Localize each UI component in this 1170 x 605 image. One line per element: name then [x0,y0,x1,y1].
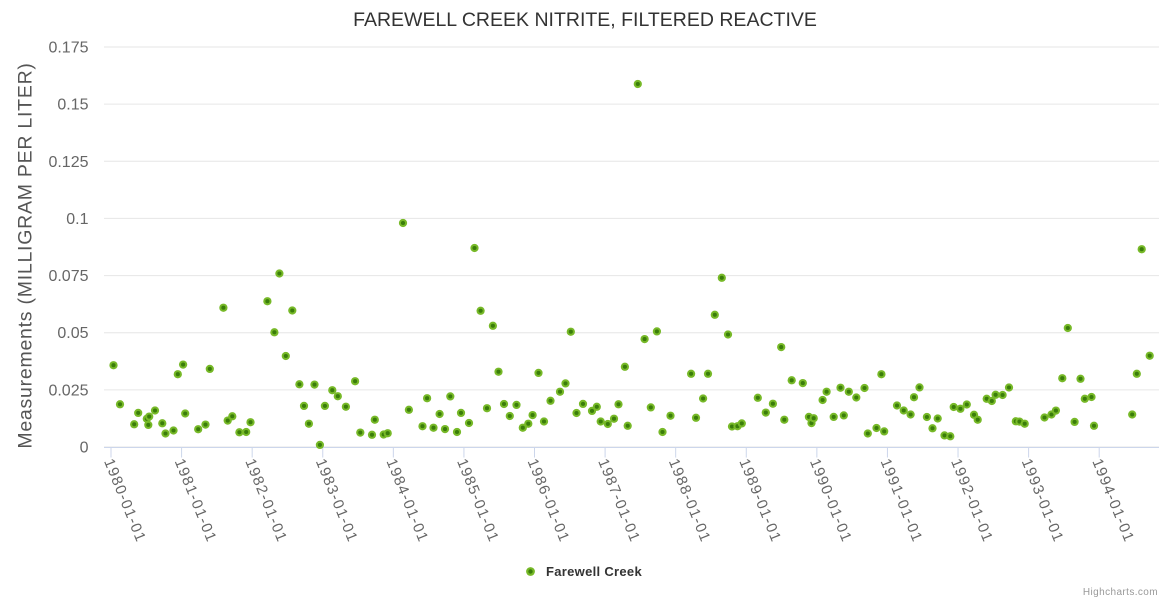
svg-text:0.025: 0.025 [48,382,88,399]
svg-text:Highcharts.com: Highcharts.com [1083,587,1158,598]
svg-text:0.05: 0.05 [57,325,88,342]
svg-text:0: 0 [80,440,89,457]
svg-text:0.1: 0.1 [66,211,88,228]
svg-text:Farewell Creek: Farewell Creek [546,564,642,579]
svg-text:0.125: 0.125 [48,154,88,171]
svg-text:Measurements (MILLIGRAM PER LI: Measurements (MILLIGRAM PER LITER) [15,62,37,448]
svg-text:0.075: 0.075 [48,268,88,285]
svg-text:0.15: 0.15 [57,97,88,114]
svg-text:0.175: 0.175 [48,40,88,57]
svg-text:FAREWELL CREEK NITRITE, FILTER: FAREWELL CREEK NITRITE, FILTERED REACTIV… [353,9,817,31]
